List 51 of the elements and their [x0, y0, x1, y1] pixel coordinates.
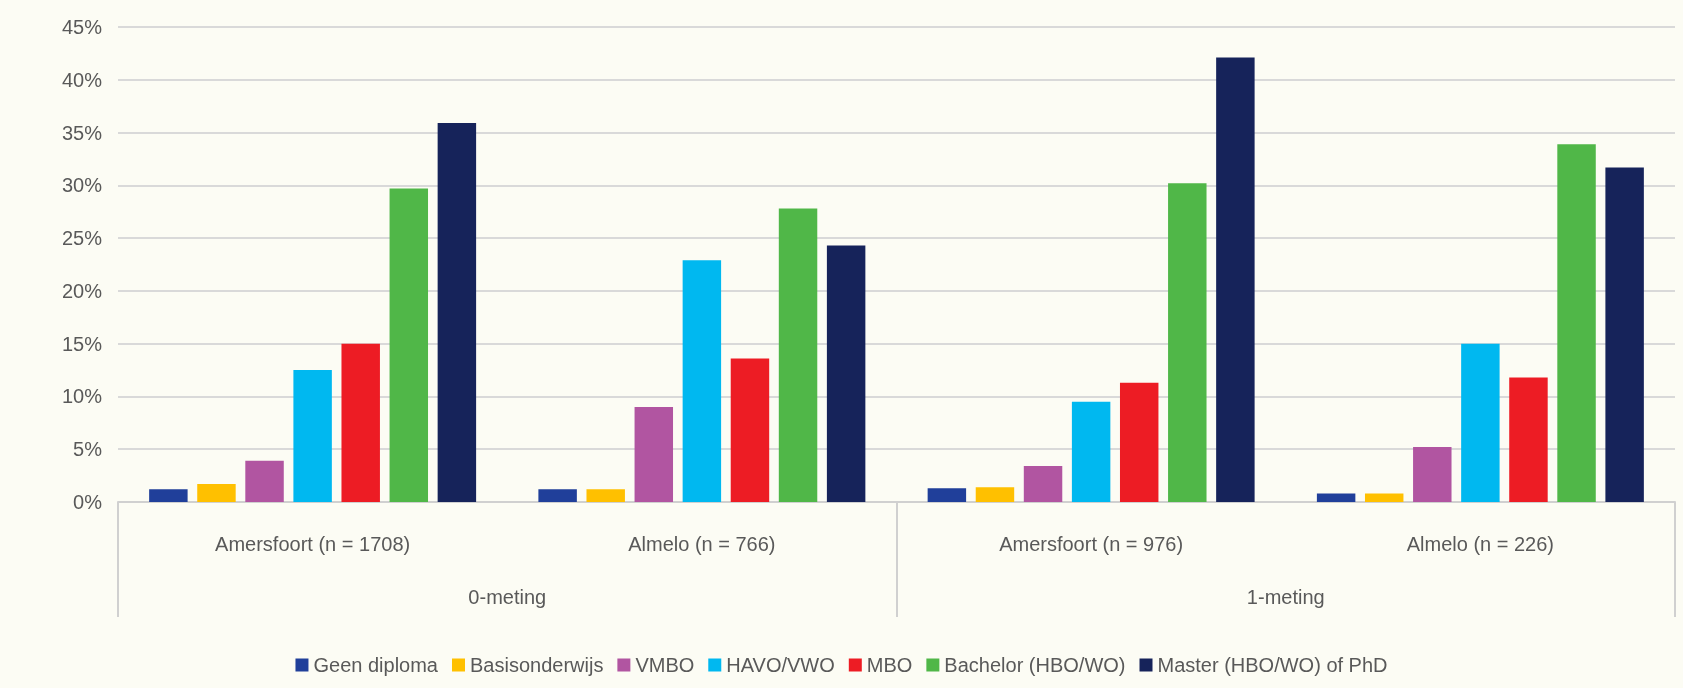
x-tick-label: Amersfoort (n = 976) — [999, 533, 1184, 555]
bar — [197, 484, 236, 502]
y-tick-label: 35% — [61, 121, 103, 144]
bar — [1413, 447, 1452, 502]
bar — [389, 188, 429, 502]
bar — [1119, 382, 1159, 502]
y-tick-label: 15% — [61, 332, 103, 355]
y-tick-label: 0% — [73, 491, 103, 513]
y-tick-label: 5% — [73, 438, 103, 461]
text: 0-meting — [468, 586, 547, 608]
bar — [1364, 493, 1404, 502]
x-tick-label: Amersfoort (n = 1708) — [215, 533, 411, 555]
x-tick-label: Almelo (n = 226) — [1406, 533, 1555, 555]
bar — [1023, 466, 1063, 502]
bar — [1316, 493, 1356, 502]
y-tick-label: 10% — [61, 385, 103, 408]
legend-label: MBO — [866, 654, 913, 676]
bar — [245, 460, 284, 502]
bar — [341, 343, 380, 502]
legend-label: VMBO — [635, 654, 695, 676]
bar — [293, 370, 332, 502]
legend-label: HAVO/VWO — [726, 654, 835, 676]
bar — [927, 488, 967, 502]
x-tick-label: Almelo (n = 766) — [628, 533, 776, 555]
y-tick-label: 40% — [61, 68, 103, 91]
bar — [682, 260, 722, 502]
bar — [437, 123, 477, 502]
legend-label: Master (HBO/WO) of PhD — [1157, 654, 1388, 676]
bar — [586, 489, 625, 502]
bar — [730, 358, 770, 502]
bar — [778, 208, 818, 502]
bar — [975, 487, 1015, 502]
y-tick-label: 45% — [61, 16, 103, 38]
legend-label: Basisonderwijs — [469, 654, 604, 676]
legend-label: Bachelor (HBO/WO) — [944, 654, 1126, 676]
y-tick-label: 25% — [61, 227, 103, 250]
bar — [538, 489, 577, 502]
text: 1-meting — [1246, 586, 1325, 608]
bar — [1509, 377, 1548, 502]
bar — [1071, 401, 1111, 502]
bar — [1168, 183, 1207, 502]
bar — [1605, 167, 1644, 502]
bar — [149, 489, 188, 502]
legend-label: Geen diploma — [313, 654, 439, 676]
bar — [634, 407, 674, 502]
bar — [1557, 144, 1596, 502]
bar — [1461, 343, 1500, 502]
y-tick-label: 30% — [61, 174, 103, 197]
bar — [1216, 57, 1255, 502]
y-tick-label: 20% — [61, 279, 103, 302]
bar — [826, 245, 866, 502]
